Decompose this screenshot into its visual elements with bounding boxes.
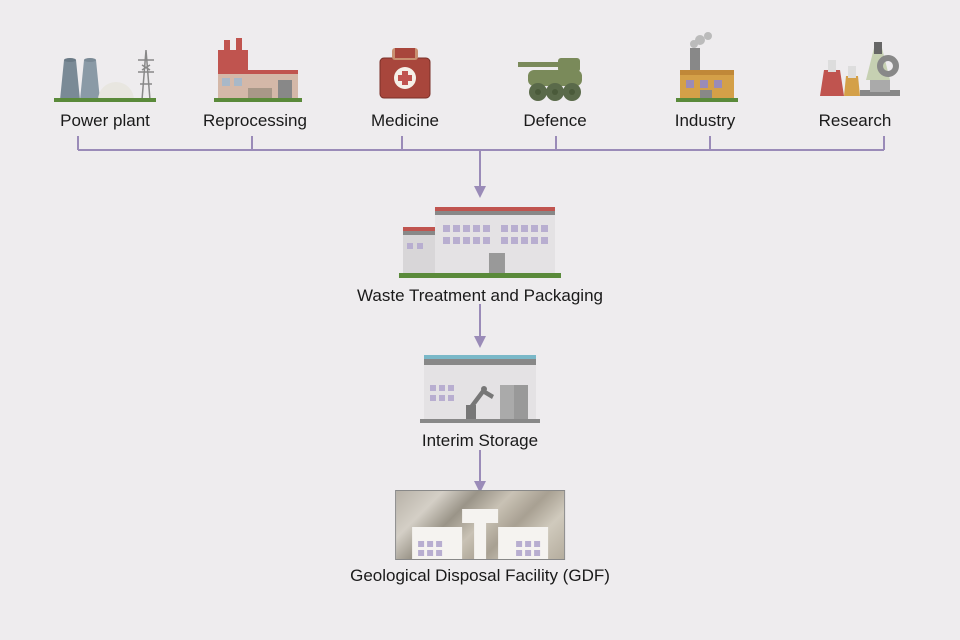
stage-interim-storage: Interim Storage (410, 345, 550, 451)
source-medicine: Medicine (335, 30, 475, 131)
source-reprocessing: Reprocessing (185, 30, 325, 131)
source-label: Power plant (60, 111, 150, 131)
source-power-plant: Power plant (35, 30, 175, 131)
source-label: Defence (523, 111, 586, 131)
medicine-icon (350, 30, 460, 105)
waste-treatment-icon (395, 195, 565, 280)
source-label: Reprocessing (203, 111, 307, 131)
stage-waste-treatment: Waste Treatment and Packaging (357, 195, 603, 306)
gdf-icon (395, 490, 565, 560)
source-defence: Defence (485, 30, 625, 131)
power-plant-icon (50, 30, 160, 105)
stage-label: Waste Treatment and Packaging (357, 286, 603, 306)
reprocessing-icon (200, 30, 310, 105)
stage-gdf: Geological Disposal Facility (GDF) (350, 490, 610, 586)
source-industry: Industry (635, 30, 775, 131)
sources-row: Power plant Reprocessing (0, 30, 960, 131)
stage-label: Geological Disposal Facility (GDF) (350, 566, 610, 586)
source-label: Research (819, 111, 892, 131)
research-icon (800, 30, 910, 105)
source-label: Industry (675, 111, 735, 131)
source-research: Research (785, 30, 925, 131)
industry-icon (650, 30, 760, 105)
source-label: Medicine (371, 111, 439, 131)
stage-label: Interim Storage (422, 431, 538, 451)
defence-icon (500, 30, 610, 105)
interim-storage-icon (410, 345, 550, 425)
